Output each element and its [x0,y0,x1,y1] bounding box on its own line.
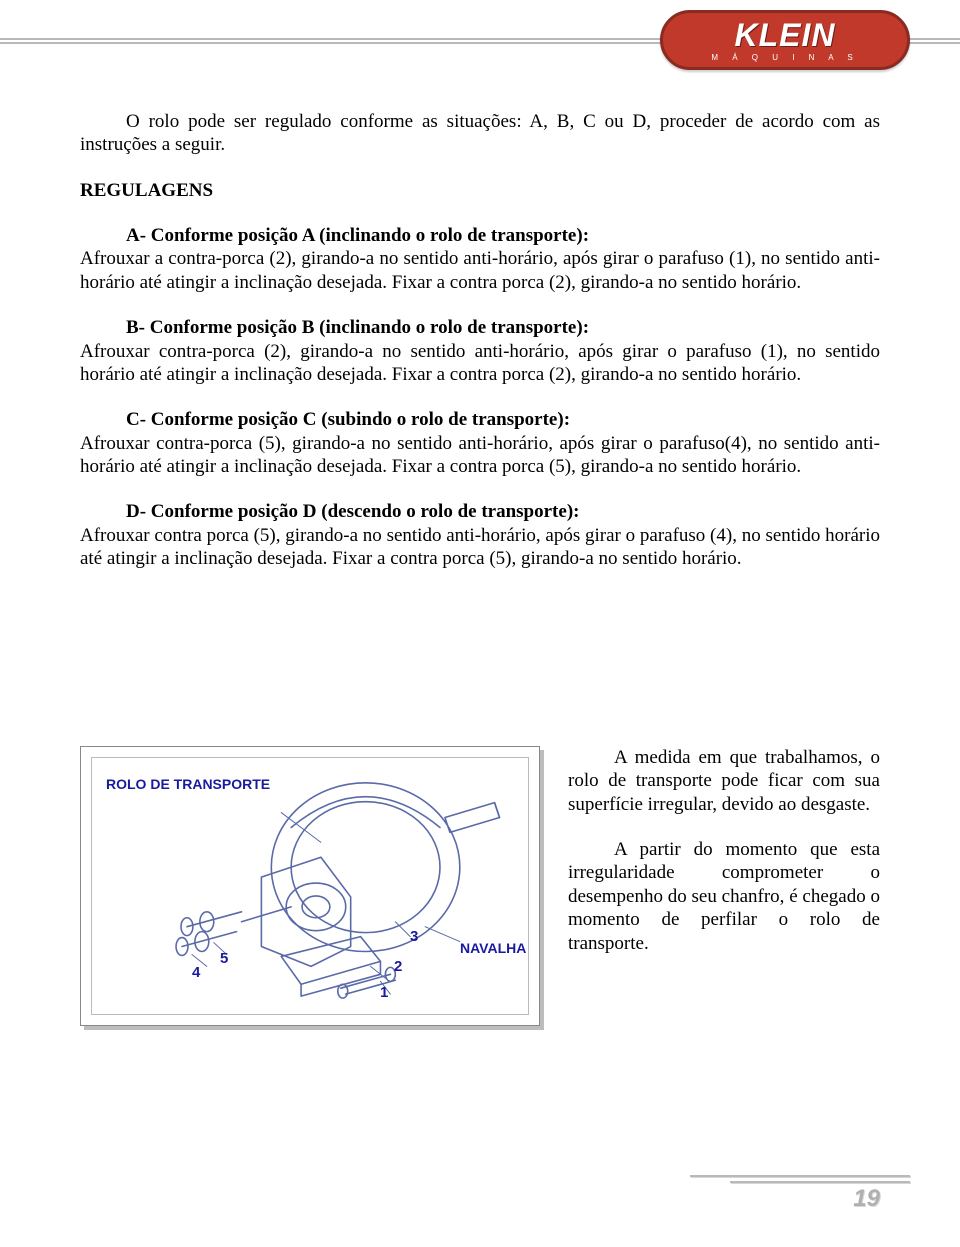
item-b: B- Conforme posição B (inclinando o rolo… [80,316,880,386]
page-number-wrap: 19 [700,1167,900,1217]
item-d-head: D- Conforme posição D (descendo o rolo d… [80,500,880,523]
side-p1: A medida em que trabalhamos, o rolo de t… [568,746,880,816]
item-b-body: Afrouxar contra-porca (2), girando-a no … [80,341,880,385]
item-c-body: Afrouxar contra-porca (5), girando-a no … [80,433,880,477]
side-text: A medida em que trabalhamos, o rolo de t… [568,746,880,1026]
figure-label-rolo: ROLO DE TRANSPORTE [106,776,270,792]
figure-label-navalha: NAVALHA [460,940,526,956]
page-number: 19 [853,1185,880,1213]
item-a: A- Conforme posição A (inclinando o rolo… [80,224,880,294]
figure-num-1: 1 [380,984,388,1001]
item-a-body: Afrouxar a contra-porca (2), girando-a n… [80,248,880,292]
item-d-body: Afrouxar contra porca (5), girando-a no … [80,525,880,569]
figure-row: ROLO DE TRANSPORTE NAVALHA 3 2 1 5 4 A m… [80,746,880,1026]
footer-rule-1 [690,1175,910,1177]
figure-num-4: 4 [192,964,200,981]
intro-paragraph: O rolo pode ser regulado conforme as sit… [80,110,880,157]
figure-box: ROLO DE TRANSPORTE NAVALHA 3 2 1 5 4 [80,746,540,1026]
figure-num-5: 5 [220,950,228,967]
side-p2: A partir do momento que esta irregularid… [568,838,880,955]
main-content: O rolo pode ser regulado conforme as sit… [80,110,880,592]
item-b-head: B- Conforme posição B (inclinando o rolo… [80,316,880,339]
item-d: D- Conforme posição D (descendo o rolo d… [80,500,880,570]
logo-badge: KLEIN M Á Q U I N A S [660,10,910,70]
logo-sub-text: M Á Q U I N A S [711,53,858,62]
logo-main-text: KLEIN [735,19,836,51]
figure-num-3: 3 [410,928,418,945]
footer-rule-2 [730,1181,910,1183]
item-c: C- Conforme posição C (subindo o rolo de… [80,408,880,478]
item-c-head: C- Conforme posição C (subindo o rolo de… [80,408,880,431]
diagram-svg [92,758,528,1014]
figure-inner: ROLO DE TRANSPORTE NAVALHA 3 2 1 5 4 [91,757,529,1015]
figure-num-2: 2 [394,958,402,975]
section-title: REGULAGENS [80,179,880,202]
item-a-head: A- Conforme posição A (inclinando o rolo… [80,224,880,247]
